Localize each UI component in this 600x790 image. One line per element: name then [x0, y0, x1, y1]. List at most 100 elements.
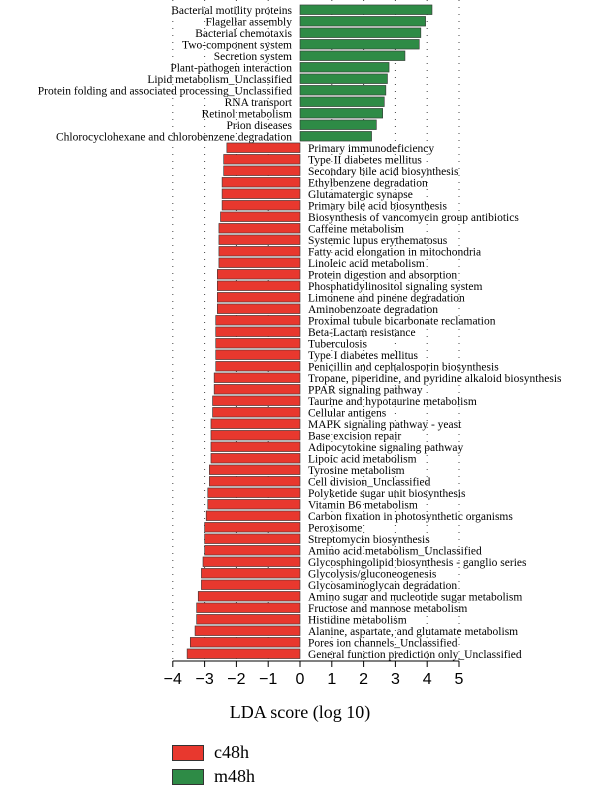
bar-c48h: [210, 453, 301, 464]
bar-c48h: [215, 315, 301, 326]
bar-c48h: [223, 165, 301, 176]
bar-label: Protein digestion and absorption: [308, 269, 457, 281]
bar-label: Carbon fixation in photosynthetic organi…: [308, 511, 513, 523]
legend-item-m48h: m48h: [172, 766, 255, 787]
bar-c48h: [220, 211, 301, 222]
bar-c48h: [209, 476, 301, 487]
bar-c48h: [215, 361, 301, 372]
bar-c48h: [218, 246, 301, 257]
bar-label: Fructose and mannose metabolism: [308, 603, 467, 615]
bar-label: Glycolysis/gluconeogenesis: [308, 568, 437, 580]
bar-label: MAPK signaling pathway - yeast: [308, 419, 462, 431]
bar-label: Lipoic acid metabolism: [308, 453, 417, 465]
bar-label: Bacterial motility proteins: [171, 5, 292, 17]
bar-c48h: [196, 602, 301, 613]
bar-label: Primary bile acid biosynthesis: [308, 200, 447, 212]
bar-label: Cell division_Unclassified: [308, 476, 431, 488]
bar-label: Tyrosine metabolism: [308, 465, 405, 477]
x-tick-label: −4: [164, 671, 182, 688]
bar-m48h: [299, 4, 433, 15]
bar-label: RNA transport: [225, 97, 293, 109]
x-tick-label: −3: [195, 671, 213, 688]
x-tick-label: −1: [259, 671, 277, 688]
bar-label: Beta-Lactam resistance: [308, 327, 416, 339]
bar-label: Vitamin B6 metabolism: [308, 499, 418, 511]
bar-label: Flagellar assembly: [205, 16, 292, 28]
bar-label: Amino sugar and nucleotide sugar metabol…: [308, 591, 522, 603]
bar-c48h: [217, 280, 301, 291]
bar-c48h: [215, 338, 301, 349]
bar-c48h: [218, 223, 301, 234]
bar-label: Prion diseases: [227, 120, 293, 132]
bar-m48h: [299, 73, 388, 84]
bar-label: Amino acid metabolism_Unclassified: [308, 545, 482, 557]
bar-label: Glycosphingolipid biosynthesis - ganglio…: [308, 557, 527, 569]
x-axis-title: LDA score (log 10): [229, 702, 371, 722]
bar-m48h: [299, 96, 385, 107]
bar-label: Taurine and hypotaurine metabolism: [308, 396, 477, 408]
bar-c48h: [189, 637, 301, 648]
bar-m48h: [299, 131, 372, 142]
bar-m48h: [299, 39, 420, 50]
bar-c48h: [217, 292, 301, 303]
bar-c48h: [212, 395, 301, 406]
bar-c48h: [201, 568, 301, 579]
bar-label: Type II diabetes mellitus: [308, 154, 422, 166]
bar-c48h: [207, 487, 301, 498]
bar-label: Aminobenzoate degradation: [308, 304, 438, 316]
bar-c48h: [205, 510, 301, 521]
x-tick-label: 5: [455, 671, 464, 688]
bar-c48h: [186, 648, 301, 659]
bar-label: Secondary bile acid biosynthesis: [308, 166, 459, 178]
legend-item-c48h: c48h: [172, 742, 249, 763]
bar-label: Tuberculosis: [308, 338, 368, 350]
bar-c48h: [209, 464, 301, 475]
bar-label: Two-component system: [182, 39, 292, 51]
bar-label: Glycosaminoglycan degradation: [308, 580, 457, 592]
legend-label-c48h: c48h: [214, 742, 249, 762]
x-tick-label: −2: [227, 671, 245, 688]
bar-c48h: [204, 533, 301, 544]
bar-c48h: [204, 545, 301, 556]
bar-c48h: [204, 522, 301, 533]
x-axis: −4 −3 −2 −1 0 1 2 3 4 5: [164, 660, 464, 688]
legend-swatch-c48h: [172, 744, 204, 761]
bar-label: Primary immunodeficiency: [308, 143, 434, 155]
bar-m48h: [299, 119, 377, 130]
bar-label: Biosynthesis of vancomycin group antibio…: [308, 212, 519, 224]
x-tick-label: 1: [327, 671, 336, 688]
bar-label: Glutamatergic synapse: [308, 189, 413, 201]
bar-c48h: [196, 614, 301, 625]
x-tick-label: 3: [391, 671, 400, 688]
bar-label: Chlorocyclohexane and chlorobenzene degr…: [56, 131, 292, 143]
legend-label-m48h: m48h: [214, 766, 256, 786]
bar-label: Tropane, piperidine, and pyridine alkalo…: [308, 373, 562, 385]
legend-swatch-m48h: [172, 768, 204, 785]
bar-label: Systemic lupus erythematosus: [308, 235, 448, 247]
bar-m48h: [299, 50, 406, 61]
bars-group: [186, 4, 433, 659]
bar-label: Adipocytokine signaling pathway: [308, 442, 463, 454]
bar-c48h: [201, 579, 301, 590]
bar-label: Pores ion channels_Unclassified: [308, 637, 458, 649]
bar-m48h: [299, 85, 387, 96]
bar-label: Proximal tubule bicarbonate reclamation: [308, 315, 496, 327]
bar-label: Base excision repair: [308, 430, 401, 442]
bar-c48h: [221, 188, 301, 199]
x-tick-label: 4: [423, 671, 432, 688]
bar-label: Ethylbenzene degradation: [308, 177, 428, 189]
bar-label: Secretion system: [214, 51, 292, 63]
bar-c48h: [210, 418, 301, 429]
bar-c48h: [217, 303, 301, 314]
bar-label: Caffeine metabolism: [308, 223, 404, 235]
bar-label: Penicillin and cephalosporin biosynthesi…: [308, 361, 499, 373]
bar-c48h: [194, 625, 301, 636]
bar-label: Linoleic acid metabolism: [308, 258, 425, 270]
bar-label: Polyketide sugar unit biosynthesis: [308, 488, 466, 500]
bar-label: Peroxisome: [308, 522, 362, 534]
bar-c48h: [210, 441, 301, 452]
bar-c48h: [221, 200, 301, 211]
bar-c48h: [221, 177, 301, 188]
